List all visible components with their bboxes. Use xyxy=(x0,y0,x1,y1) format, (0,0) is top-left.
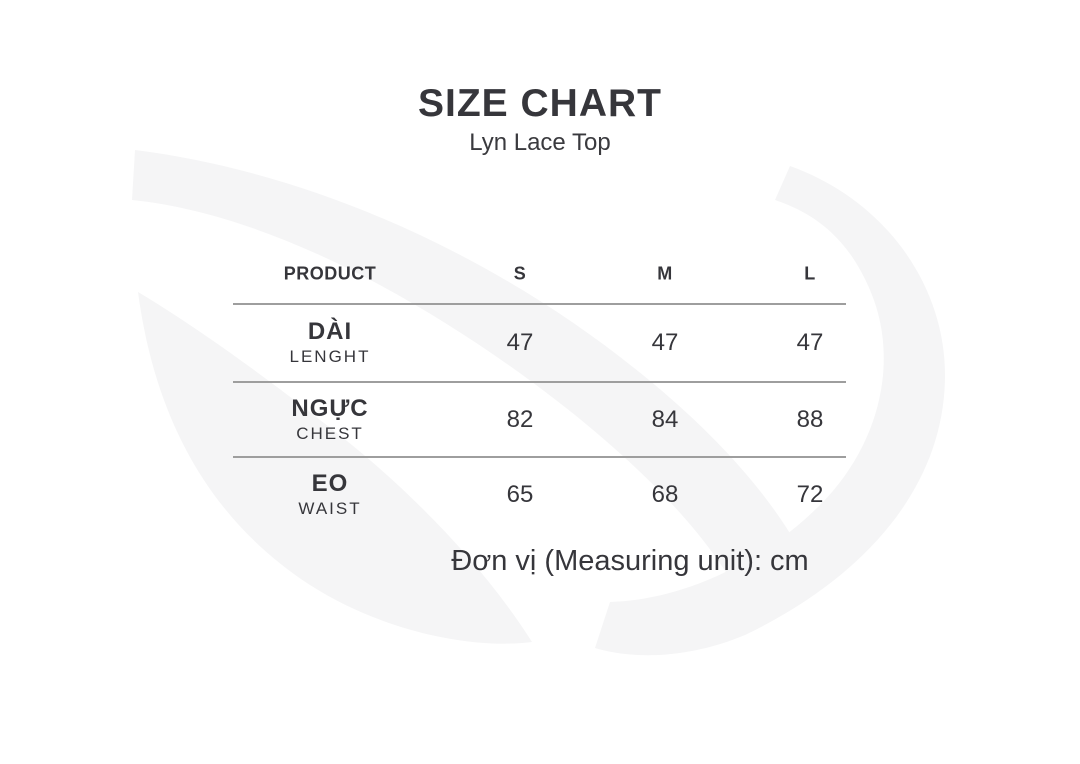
row-label-secondary: WAIST xyxy=(298,498,362,518)
chest-value-l: 88 xyxy=(796,405,824,433)
row-label-chest: NGỰC CHEST xyxy=(291,395,368,443)
size-table-header-row: PRODUCT S M L xyxy=(233,245,846,305)
table-row-chest: NGỰC CHEST 82 84 88 xyxy=(233,383,846,458)
table-row-length: DÀI LENGHT 47 47 47 xyxy=(233,305,846,383)
row-label-length: DÀI LENGHT xyxy=(289,317,371,367)
column-header-product: PRODUCT xyxy=(283,263,377,284)
row-label-primary: EO xyxy=(311,469,349,497)
row-label-secondary: LENGHT xyxy=(289,347,371,367)
page-title: SIZE CHART xyxy=(418,82,662,125)
length-value-m: 47 xyxy=(651,329,679,356)
column-header-size-s: S xyxy=(513,263,527,284)
row-label-secondary: CHEST xyxy=(296,423,364,443)
product-name: Lyn Lace Top xyxy=(469,129,611,156)
column-header-size-l: L xyxy=(804,263,816,284)
row-label-primary: NGỰC xyxy=(291,394,369,422)
measuring-unit-note: Đơn vị (Measuring unit): cm xyxy=(451,545,809,577)
waist-value-l: 72 xyxy=(796,480,824,508)
row-label-waist: EO WAIST xyxy=(298,470,361,518)
length-value-s: 47 xyxy=(506,329,534,356)
column-header-size-m: M xyxy=(657,263,673,284)
size-table: PRODUCT S M L DÀI LENGHT 47 47 47 NGỰC C… xyxy=(233,245,846,531)
length-value-l: 47 xyxy=(796,329,824,356)
waist-value-m: 68 xyxy=(651,480,679,508)
chest-value-s: 82 xyxy=(506,405,534,433)
table-row-waist: EO WAIST 65 68 72 xyxy=(233,458,846,531)
chest-value-m: 84 xyxy=(651,405,679,433)
row-label-primary: DÀI xyxy=(307,317,353,345)
waist-value-s: 65 xyxy=(506,480,534,508)
